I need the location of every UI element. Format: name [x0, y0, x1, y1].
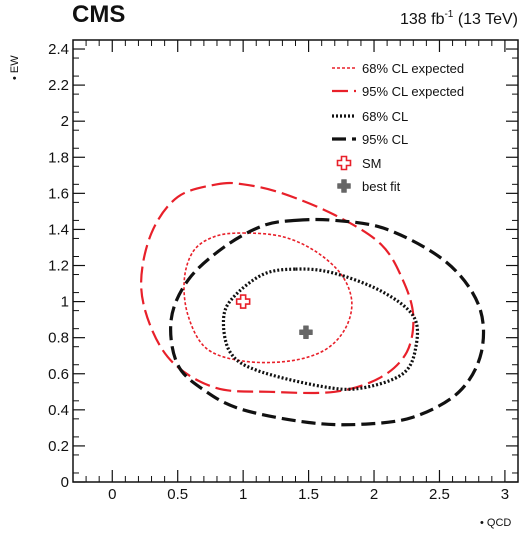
legend-label: 68% CL expected [362, 61, 464, 76]
x-tick-label: 0.5 [167, 486, 188, 503]
legend: 68% CL expected 95% CL expected 68% CL 95% … [332, 61, 464, 194]
plot-frame [72, 39, 519, 483]
y-tick-label: 2 [61, 113, 69, 130]
y-tick-label: 0.4 [48, 402, 69, 419]
x-tick-label: 1 [239, 486, 247, 503]
contour-68-expected [183, 232, 353, 364]
lumi-suffix: (13 TeV) [453, 11, 518, 28]
x-tick-label: 1.5 [298, 486, 319, 503]
axes: 0 0.5 1 1.5 2 2.5 3 0 0.2 0.4 0.6 0.8 1 1.2 1.4 1.6 1.8 2… [48, 39, 519, 503]
lumi-exponent: -1 [444, 9, 453, 20]
x-tick-label: 0 [108, 486, 116, 503]
sm-marker [235, 294, 251, 309]
x-axis-label: • QCD [480, 517, 511, 529]
y-tick-label: 1 [61, 294, 69, 311]
y-tick-label: 1.6 [48, 185, 69, 202]
y-tick-label: 0.8 [48, 330, 69, 347]
legend-label: 95% CL [362, 132, 408, 147]
lumi-label: 138 fb-1 (13 TeV) [400, 9, 518, 28]
legend-label: 68% CL [362, 109, 408, 124]
y-tick-label: 1.8 [48, 149, 69, 166]
contour-68-observed [221, 267, 420, 391]
y-tick-label: 0.6 [48, 366, 69, 383]
legend-best-fit-symbol [337, 179, 351, 193]
y-tick-label: 2.4 [48, 41, 69, 58]
y-tick-label: 2.2 [48, 77, 69, 94]
y-tick-label: 0.2 [48, 438, 69, 455]
y-tick-label: 1.2 [48, 258, 69, 275]
x-tick-label: 2 [370, 486, 378, 503]
plot-area [140, 181, 486, 427]
lumi-prefix: 138 fb [400, 11, 445, 28]
cms-label: CMS [72, 1, 125, 28]
legend-label: 95% CL expected [362, 84, 464, 99]
best-fit-marker [299, 325, 313, 340]
y-tick-label: 1.4 [48, 221, 69, 238]
contour-95-observed [169, 217, 486, 427]
legend-label: best fit [362, 179, 401, 194]
legend-sm-symbol [336, 155, 352, 171]
y-axis-label: • EW [9, 55, 21, 80]
contour-95-expected [140, 181, 415, 395]
x-tick-label: 2.5 [429, 486, 450, 503]
legend-label: SM [362, 156, 382, 171]
x-tick-label: 3 [501, 486, 509, 503]
y-tick-label: 0 [61, 474, 69, 491]
